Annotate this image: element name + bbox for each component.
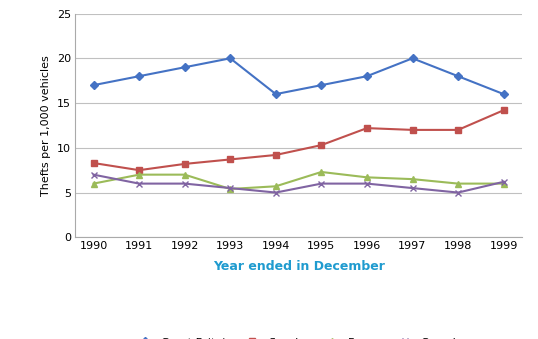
Sweden: [409, 128, 416, 132]
France: [273, 184, 279, 188]
Line: Sweden: Sweden: [91, 107, 506, 173]
Sweden: [455, 128, 461, 132]
Canada: [136, 182, 143, 186]
Line: France: France: [91, 169, 506, 192]
Great Britain: [227, 56, 233, 60]
Line: Canada: Canada: [91, 172, 506, 195]
Great Britain: [409, 56, 416, 60]
Legend: Great Britain, Sweden, France, Canada: Great Britain, Sweden, France, Canada: [134, 337, 463, 339]
France: [136, 173, 143, 177]
France: [409, 177, 416, 181]
France: [181, 173, 188, 177]
Great Britain: [455, 74, 461, 78]
Sweden: [318, 143, 324, 147]
Canada: [364, 182, 370, 186]
Great Britain: [273, 92, 279, 96]
Canada: [273, 191, 279, 195]
Great Britain: [364, 74, 370, 78]
Sweden: [273, 153, 279, 157]
France: [455, 182, 461, 186]
Great Britain: [500, 92, 507, 96]
Sweden: [181, 162, 188, 166]
Canada: [227, 186, 233, 190]
X-axis label: Year ended in December: Year ended in December: [213, 260, 385, 273]
France: [318, 170, 324, 174]
Sweden: [500, 108, 507, 112]
France: [364, 175, 370, 179]
Great Britain: [136, 74, 143, 78]
Sweden: [227, 157, 233, 161]
Sweden: [90, 161, 97, 165]
Canada: [500, 180, 507, 184]
Great Britain: [90, 83, 97, 87]
Canada: [318, 182, 324, 186]
Sweden: [136, 168, 143, 172]
France: [90, 182, 97, 186]
Canada: [90, 173, 97, 177]
Great Britain: [318, 83, 324, 87]
Line: Great Britain: Great Britain: [91, 56, 506, 97]
Y-axis label: Thefts per 1,000 vehicles: Thefts per 1,000 vehicles: [41, 55, 52, 196]
Canada: [181, 182, 188, 186]
Sweden: [364, 126, 370, 130]
France: [227, 187, 233, 191]
France: [500, 182, 507, 186]
Canada: [409, 186, 416, 190]
Canada: [455, 191, 461, 195]
Great Britain: [181, 65, 188, 69]
